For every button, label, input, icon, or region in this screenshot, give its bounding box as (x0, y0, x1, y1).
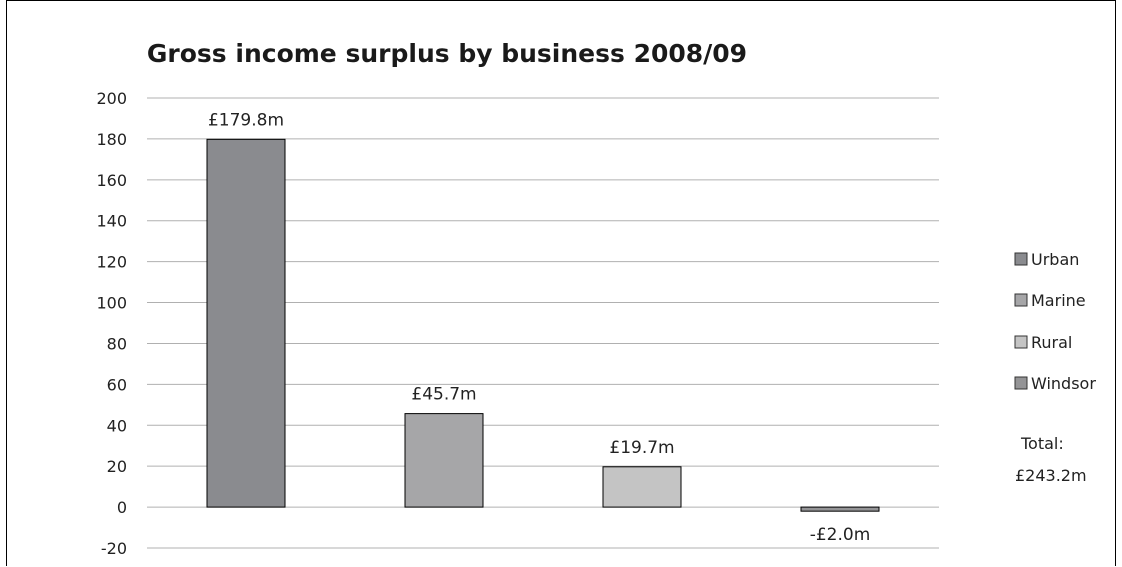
y-tick-label: 180 (96, 130, 127, 149)
legend-label: Windsor (1031, 374, 1096, 393)
legend-swatch (1014, 335, 1028, 349)
bar-rural (602, 466, 682, 508)
legend-swatch (1014, 293, 1028, 307)
data-label: -£2.0m (810, 525, 871, 545)
legend-swatch (1014, 376, 1028, 390)
legend: Urban Marine Rural Windsor (1014, 250, 1096, 393)
legend-swatch (1014, 252, 1028, 266)
y-tick-label: 60 (107, 375, 127, 394)
bar-marine (404, 413, 484, 508)
y-tick-label: 100 (96, 294, 127, 313)
chart-svg: Gross income surplus by business 2008/09… (96, 39, 1096, 558)
bars (206, 138, 880, 512)
legend-label: Marine (1031, 291, 1086, 310)
y-tick-label: 140 (96, 212, 127, 231)
y-tick-label: 0 (117, 498, 127, 517)
y-tick-label: 200 (96, 89, 127, 108)
y-tick-label: 40 (107, 416, 127, 435)
data-labels: £179.8m £45.7m £19.7m -£2.0m (208, 110, 870, 545)
y-tick-label: 120 (96, 253, 127, 272)
legend-label: Urban (1031, 250, 1079, 269)
y-tick-label: 80 (107, 334, 127, 353)
bar-windsor (800, 506, 880, 512)
data-label: £179.8m (208, 110, 284, 130)
data-label: £45.7m (411, 385, 476, 405)
y-tick-label: 20 (107, 457, 127, 476)
legend-label: Rural (1031, 333, 1072, 352)
y-tick-label: 160 (96, 171, 127, 190)
total-label: Total: (1020, 434, 1064, 453)
chart-title: Gross income surplus by business 2008/09 (147, 39, 747, 68)
data-label: £19.7m (609, 438, 674, 458)
bar-urban (206, 138, 286, 508)
y-tick-label: -20 (101, 539, 127, 558)
chart-frame: Gross income surplus by business 2008/09… (6, 0, 1116, 566)
total-value: £243.2m (1015, 466, 1087, 485)
